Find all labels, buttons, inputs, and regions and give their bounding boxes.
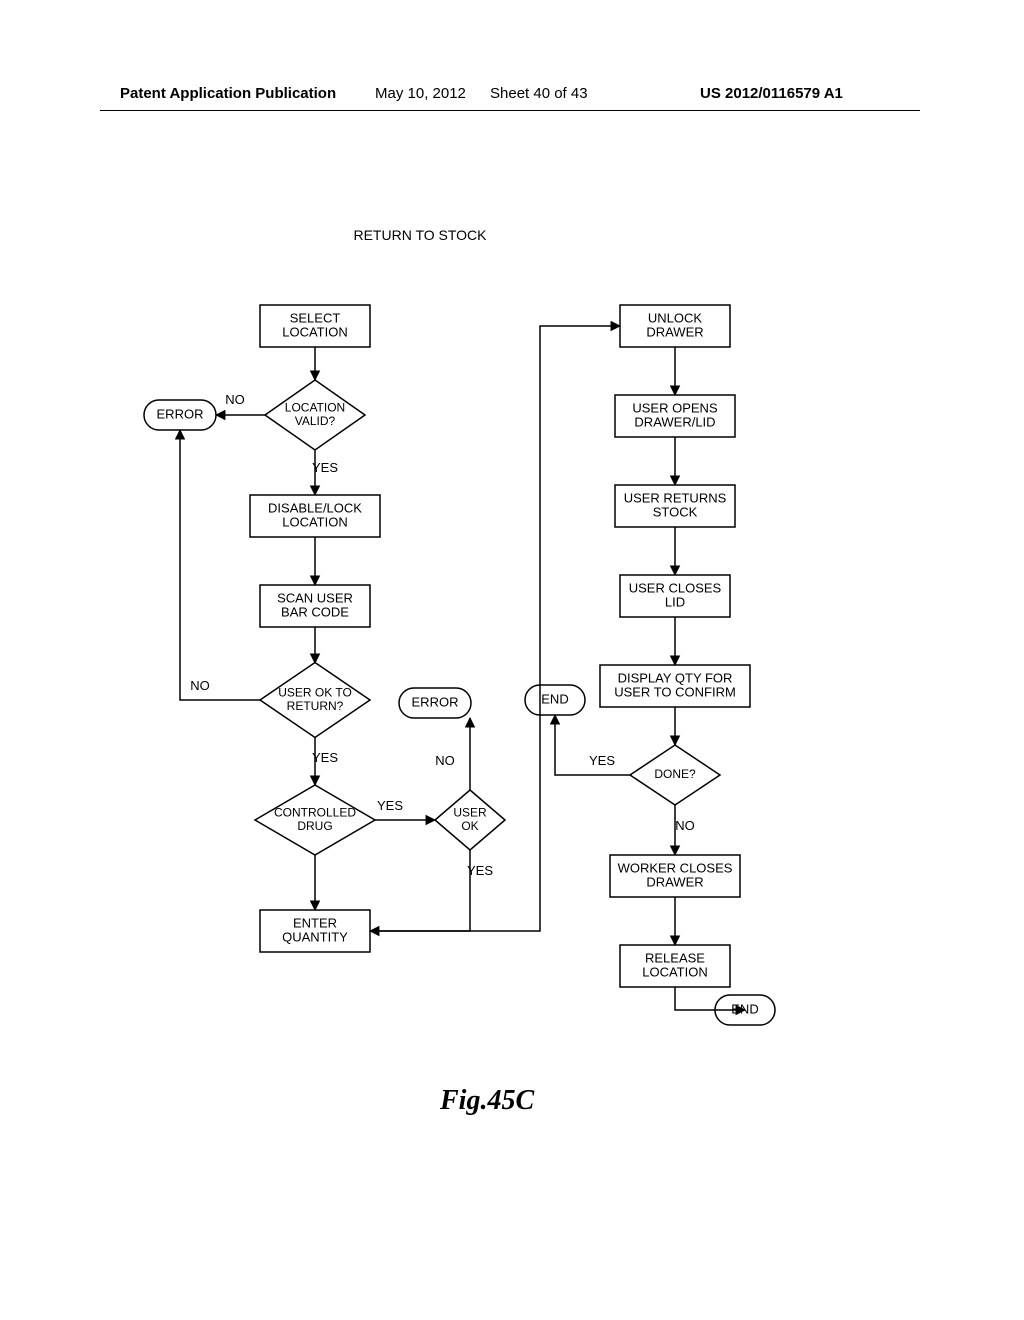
svg-text:USER RETURNS: USER RETURNS bbox=[624, 490, 727, 505]
header-date: May 10, 2012 bbox=[375, 85, 466, 102]
page: Patent Application Publication May 10, 2… bbox=[0, 0, 1024, 1320]
svg-text:NO: NO bbox=[435, 753, 455, 768]
svg-text:UNLOCK: UNLOCK bbox=[648, 310, 703, 325]
svg-text:DRAWER/LID: DRAWER/LID bbox=[634, 415, 715, 430]
svg-text:ERROR: ERROR bbox=[157, 406, 204, 421]
header-publication: Patent Application Publication bbox=[120, 85, 336, 102]
svg-text:YES: YES bbox=[467, 863, 493, 878]
page-header: Patent Application Publication May 10, 2… bbox=[0, 85, 1024, 105]
svg-text:SELECT: SELECT bbox=[290, 310, 341, 325]
svg-text:RETURN?: RETURN? bbox=[287, 699, 344, 713]
flowchart-svg: RETURN TO STOCKSELECTLOCATIONLOCATIONVAL… bbox=[0, 200, 1024, 1120]
svg-text:LID: LID bbox=[665, 595, 685, 610]
svg-text:CONTROLLED: CONTROLLED bbox=[274, 806, 356, 820]
svg-text:YES: YES bbox=[312, 750, 338, 765]
svg-text:VALID?: VALID? bbox=[295, 414, 336, 428]
svg-text:DRUG: DRUG bbox=[297, 819, 332, 833]
svg-text:NO: NO bbox=[675, 818, 695, 833]
svg-text:DISABLE/LOCK: DISABLE/LOCK bbox=[268, 500, 362, 515]
svg-text:WORKER CLOSES: WORKER CLOSES bbox=[618, 860, 733, 875]
svg-text:RELEASE: RELEASE bbox=[645, 950, 705, 965]
header-sheet: Sheet 40 of 43 bbox=[490, 85, 588, 102]
svg-text:USER: USER bbox=[453, 806, 487, 820]
svg-text:SCAN USER: SCAN USER bbox=[277, 590, 353, 605]
svg-text:USER CLOSES: USER CLOSES bbox=[629, 580, 722, 595]
svg-text:LOCATION: LOCATION bbox=[282, 325, 348, 340]
svg-text:DRAWER: DRAWER bbox=[646, 325, 703, 340]
svg-text:YES: YES bbox=[589, 753, 615, 768]
figure-caption: Fig.45C bbox=[440, 1085, 534, 1117]
svg-text:DRAWER: DRAWER bbox=[646, 875, 703, 890]
svg-text:STOCK: STOCK bbox=[653, 505, 698, 520]
svg-text:NO: NO bbox=[225, 392, 245, 407]
svg-text:ENTER: ENTER bbox=[293, 915, 337, 930]
svg-text:LOCATION: LOCATION bbox=[282, 515, 348, 530]
svg-text:OK: OK bbox=[461, 819, 478, 833]
svg-text:YES: YES bbox=[377, 798, 403, 813]
svg-text:NO: NO bbox=[190, 678, 210, 693]
header-rule bbox=[100, 110, 920, 111]
svg-text:END: END bbox=[541, 691, 568, 706]
header-pubnum: US 2012/0116579 A1 bbox=[700, 85, 843, 102]
svg-text:RETURN TO STOCK: RETURN TO STOCK bbox=[353, 227, 487, 243]
svg-text:ERROR: ERROR bbox=[412, 694, 459, 709]
svg-text:YES: YES bbox=[312, 460, 338, 475]
svg-text:DONE?: DONE? bbox=[654, 767, 696, 781]
svg-text:END: END bbox=[731, 1001, 758, 1016]
svg-text:USER OPENS: USER OPENS bbox=[632, 400, 718, 415]
svg-text:BAR CODE: BAR CODE bbox=[281, 605, 349, 620]
svg-text:LOCATION: LOCATION bbox=[642, 965, 708, 980]
svg-text:USER TO CONFIRM: USER TO CONFIRM bbox=[614, 685, 736, 700]
svg-text:QUANTITY: QUANTITY bbox=[282, 930, 348, 945]
svg-text:USER OK TO: USER OK TO bbox=[278, 686, 352, 700]
svg-text:DISPLAY QTY FOR: DISPLAY QTY FOR bbox=[618, 670, 733, 685]
svg-text:LOCATION: LOCATION bbox=[285, 401, 345, 415]
